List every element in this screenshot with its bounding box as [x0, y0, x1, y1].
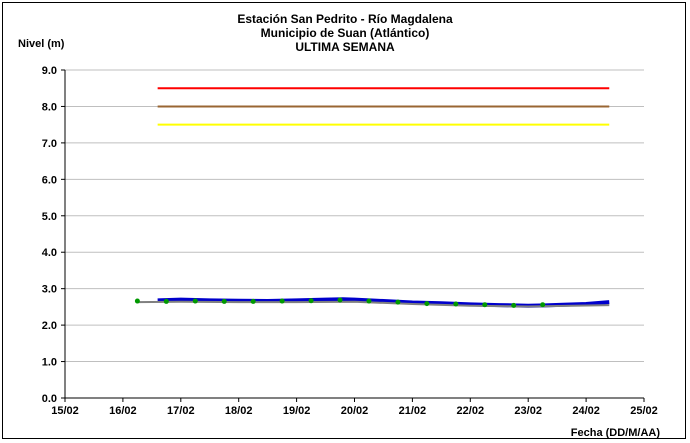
chart-title-line-3: ULTIMA SEMANA — [295, 40, 395, 54]
series-point — [366, 298, 372, 304]
y-tick-label: 8.0 — [42, 101, 57, 113]
series-point — [424, 301, 430, 307]
series-point — [482, 302, 488, 308]
x-tick-label: 15/02 — [51, 405, 79, 417]
y-tick-label: 3.0 — [42, 284, 57, 296]
x-tick-label: 17/02 — [167, 405, 195, 417]
y-tick-label: 6.0 — [42, 174, 57, 186]
series-point — [279, 298, 285, 304]
x-axis-label: Fecha (DD/M/AA) — [571, 427, 661, 439]
y-tick-label: 2.0 — [42, 320, 57, 332]
x-tick-label: 18/02 — [225, 405, 253, 417]
x-tick-label: 16/02 — [109, 405, 137, 417]
series-point — [453, 301, 459, 307]
chart-frame — [2, 2, 686, 439]
y-tick-label: 9.0 — [42, 65, 57, 77]
y-axis-label: Nivel (m) — [18, 38, 65, 50]
series-point — [337, 297, 343, 303]
chart-title-line-2: Municipio de Suan (Atlántico) — [261, 26, 430, 40]
series-point — [395, 299, 401, 305]
y-tick-label: 1.0 — [42, 357, 57, 369]
x-tick-label: 20/02 — [341, 405, 369, 417]
series-point — [511, 302, 517, 308]
series-point — [221, 298, 227, 304]
series-point — [134, 298, 140, 304]
x-tick-label: 24/02 — [572, 405, 600, 417]
x-tick-label: 21/02 — [399, 405, 427, 417]
y-tick-label: 4.0 — [42, 247, 57, 259]
series-point — [163, 298, 169, 304]
x-tick-label: 23/02 — [514, 405, 542, 417]
x-tick-label: 25/02 — [630, 405, 658, 417]
series-point — [192, 298, 198, 304]
y-tick-label: 7.0 — [42, 138, 57, 150]
y-tick-label: 5.0 — [42, 211, 57, 223]
series-point — [308, 298, 314, 304]
chart-title-line-1: Estación San Pedrito - Río Magdalena — [237, 12, 453, 26]
y-tick-label: 0.0 — [42, 393, 57, 405]
x-tick-label: 19/02 — [283, 405, 311, 417]
series-point — [540, 302, 546, 308]
x-tick-label: 22/02 — [457, 405, 485, 417]
series-line-1 — [137, 300, 610, 308]
series-point — [250, 298, 256, 304]
